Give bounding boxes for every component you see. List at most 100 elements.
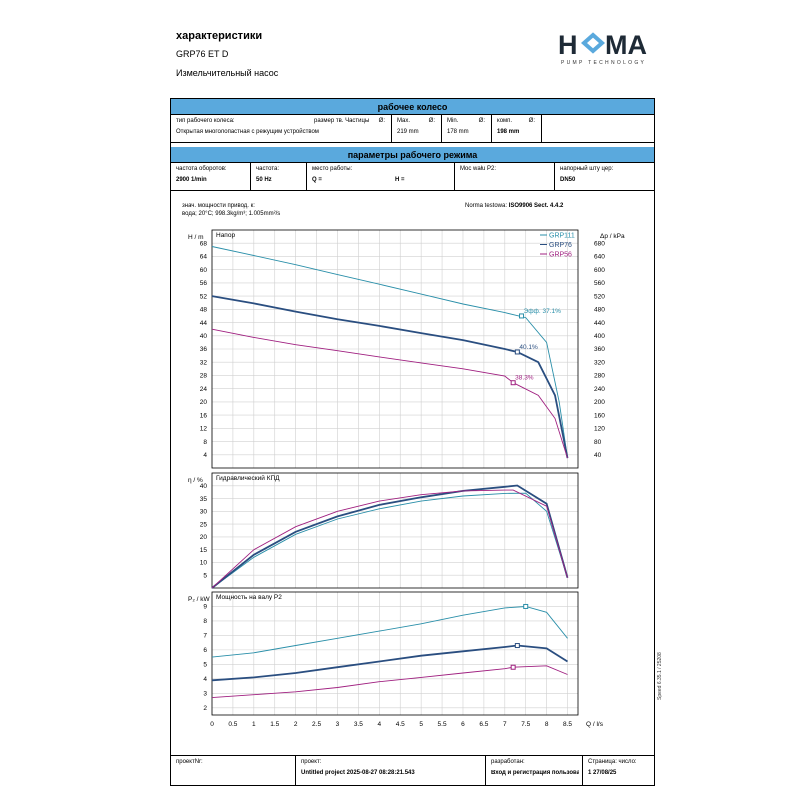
y-right-axis-label: Δp / kPa xyxy=(600,233,625,240)
particle-size-label: размер тв. Частицы xyxy=(314,118,370,124)
x-tick-label: 7.5 xyxy=(521,721,530,728)
h-label: H = xyxy=(395,177,405,183)
y-right-tick-label: 200 xyxy=(594,399,605,406)
duty-point-marker xyxy=(519,313,525,319)
author-cell: разработан: Вход и регистрация пользоват… xyxy=(486,756,583,785)
y-tick-label: 24 xyxy=(200,386,208,393)
x-tick-label: 3 xyxy=(336,721,340,728)
duty-point-marker xyxy=(523,603,529,609)
impeller-type-cell: тип рабочего колеса: Открытая многолопас… xyxy=(171,115,319,142)
duty-point-marker xyxy=(510,380,516,386)
y-tick-label: 15 xyxy=(200,547,208,554)
y-tick-label: 60 xyxy=(200,267,208,274)
y-tick-label: 68 xyxy=(200,240,208,247)
x-tick-label: 8.5 xyxy=(563,721,572,728)
speed-cell: частота оборотов: 2900 1/min xyxy=(171,163,251,190)
y-right-tick-label: 360 xyxy=(594,346,605,353)
max-label: Max. xyxy=(397,118,411,124)
impeller-row: тип рабочего колеса: Открытая многолопас… xyxy=(171,115,654,143)
chart-note-1: знач. мощности привод. к: xyxy=(182,203,255,209)
project-cell: проект: Untitled project 2025-08-27 08:2… xyxy=(296,756,486,785)
x-tick-label: 5.5 xyxy=(438,721,447,728)
shaft-power-label: Moc wału P2: xyxy=(460,166,497,172)
x-tick-label: 6.5 xyxy=(479,721,488,728)
y-tick-label: 9 xyxy=(203,604,207,611)
x-tick-label: 6 xyxy=(461,721,465,728)
q-label: Q = xyxy=(312,177,322,183)
y-tick-label: 40 xyxy=(200,483,208,490)
page-date-cell: Страница: число: 1 27/08/25 xyxy=(583,756,656,785)
frequency-value: 50 Hz xyxy=(256,177,272,183)
y-tick-label: 4 xyxy=(203,452,207,459)
page-title: характеристики xyxy=(176,30,263,42)
y-tick-label: 52 xyxy=(200,293,208,300)
project-value: Untitled project 2025-08-27 08:28:21.543 xyxy=(301,770,415,776)
y-tick-label: 6 xyxy=(203,647,207,654)
y-tick-label: 30 xyxy=(200,509,208,516)
plot-frame xyxy=(211,472,579,589)
page-value: 1 xyxy=(588,770,592,776)
y-tick-label: 16 xyxy=(200,412,208,419)
comp-dia-symbol: Ø: xyxy=(528,118,535,124)
impeller-band: рабочее колесо xyxy=(171,99,654,115)
max-value: 219 mm xyxy=(397,129,419,135)
series-line-GRP111 xyxy=(211,606,568,658)
panel-title: Напор xyxy=(216,232,235,239)
panel-title: Мощность на валу P2 xyxy=(216,594,282,601)
comp-cell: комп. Ø: 198 mm xyxy=(492,115,542,142)
y-tick-label: 20 xyxy=(200,399,208,406)
frequency-label: частота: xyxy=(256,166,280,172)
y-tick-label: 48 xyxy=(200,307,208,314)
legend-label: GRP111 xyxy=(549,233,575,240)
series-line-GRP56 xyxy=(211,665,568,699)
y-tick-label: 64 xyxy=(200,254,208,261)
y-right-tick-label: 520 xyxy=(594,293,605,300)
pump-description: Измельчительный насос xyxy=(176,68,279,78)
y-right-tick-label: 320 xyxy=(594,359,605,366)
project-no-label: проектNr: xyxy=(176,759,203,765)
series-line-GRP76 xyxy=(211,484,569,589)
y-tick-label: 4 xyxy=(203,676,207,683)
y-axis-label: P₂ / kW xyxy=(188,596,211,603)
duty-point-marker xyxy=(514,643,520,649)
y-tick-label: 44 xyxy=(200,320,208,327)
outlet-value: DN50 xyxy=(560,177,576,183)
y-tick-label: 12 xyxy=(200,426,208,433)
particle-dia-symbol: Ø: xyxy=(378,118,385,124)
speed-value: 2900 1/min xyxy=(176,177,207,183)
outlet-label: напорный шту цер: xyxy=(560,166,614,172)
duty-point-cell: место работы: Q = H = xyxy=(307,163,455,190)
x-tick-label: 4.5 xyxy=(396,721,405,728)
plot-frame xyxy=(211,591,579,716)
date-label: число: xyxy=(618,759,637,765)
x-tick-label: 4 xyxy=(378,721,382,728)
min-label: Min. xyxy=(447,118,459,124)
y-tick-label: 20 xyxy=(200,534,208,541)
impeller-type-value: Открытая многолопастная с режущим устрой… xyxy=(176,129,319,135)
duty-point-label: место работы: xyxy=(312,166,353,172)
x-tick-label: 3.5 xyxy=(354,721,363,728)
y-right-tick-label: 240 xyxy=(594,386,605,393)
y-right-tick-label: 40 xyxy=(594,452,602,459)
y-tick-label: 56 xyxy=(200,280,208,287)
x-tick-label: 0 xyxy=(210,721,214,728)
page-label: Страница: xyxy=(588,759,617,765)
x-tick-label: 1 xyxy=(252,721,256,728)
y-tick-label: 7 xyxy=(203,633,207,640)
y-tick-label: 32 xyxy=(200,359,208,366)
y-axis-label: η / % xyxy=(188,477,203,484)
series-line-GRP76 xyxy=(211,644,568,682)
series-line-GRP111 xyxy=(211,246,568,459)
y-right-tick-label: 480 xyxy=(594,307,605,314)
duty-point-marker xyxy=(514,349,520,355)
max-cell: Max. Ø: 219 mm xyxy=(392,115,442,142)
x-tick-label: 7 xyxy=(503,721,507,728)
speed-label: частота оборотов: xyxy=(176,166,227,172)
y-tick-label: 2 xyxy=(203,705,207,712)
y-tick-label: 35 xyxy=(200,496,208,503)
duty-point-label: 38.3% xyxy=(515,375,534,382)
min-value: 178 mm xyxy=(447,129,469,135)
y-tick-label: 10 xyxy=(200,560,208,567)
min-dia-symbol: Ø: xyxy=(478,118,485,124)
software-version-note: Speed 6.35.1 / 25208 xyxy=(657,652,663,700)
